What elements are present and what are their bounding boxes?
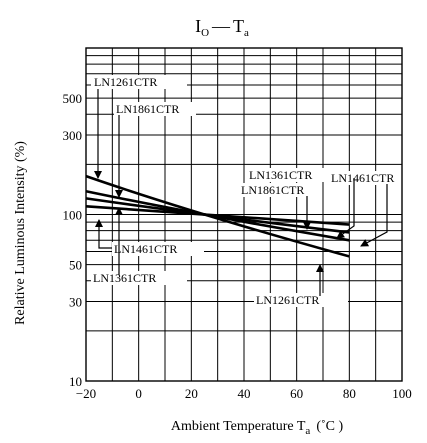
x-tick-label: 60 [290, 386, 303, 401]
label-ln1361-mid: LN1361CTR [249, 168, 312, 182]
plot-frame [85, 47, 403, 382]
y-tick-labels: 500 300 100 50 30 10 [63, 91, 83, 389]
x-tick-label: 20 [185, 386, 198, 401]
y-tick-label: 30 [69, 295, 82, 310]
label-ln1861-top: LN1861CTR [116, 102, 179, 116]
grid [85, 47, 403, 382]
x-tick-label: −20 [76, 386, 96, 401]
x-tick-label: 40 [238, 386, 251, 401]
annotations: LN1261CTR LN1861CTR LN1461CTR LN1361CTR … [91, 75, 399, 307]
x-tick-labels: −20 0 20 40 60 80 100 [76, 386, 412, 401]
x-tick-label: 100 [392, 386, 412, 401]
x-tick-label: 80 [343, 386, 356, 401]
label-ln1461-right: LN1461CTR [331, 171, 394, 185]
y-tick-label: 10 [69, 374, 82, 389]
label-ln1261-top: LN1261CTR [94, 75, 157, 89]
x-axis-label: Ambient Temperature Ta (˚C ) [171, 419, 344, 437]
label-ln1461-bottom: LN1461CTR [114, 242, 177, 256]
y-axis-label: Relative Luminous Intensity (%) [13, 141, 28, 325]
y-tick-label: 100 [63, 208, 83, 223]
annotation-arrows [94, 89, 388, 296]
y-tick-label: 300 [63, 128, 83, 143]
chart-title: IO — Ta [195, 16, 249, 39]
series-line-ln1461ctr [85, 205, 350, 226]
label-ln1261-bottom: LN1261CTR [256, 293, 319, 307]
y-tick-label: 50 [69, 258, 82, 273]
x-tick-label: 0 [135, 386, 142, 401]
label-ln1861-mid: LN1861CTR [241, 183, 304, 197]
label-ln1361-bottom: LN1361CTR [93, 271, 156, 285]
y-tick-label: 500 [63, 91, 83, 106]
